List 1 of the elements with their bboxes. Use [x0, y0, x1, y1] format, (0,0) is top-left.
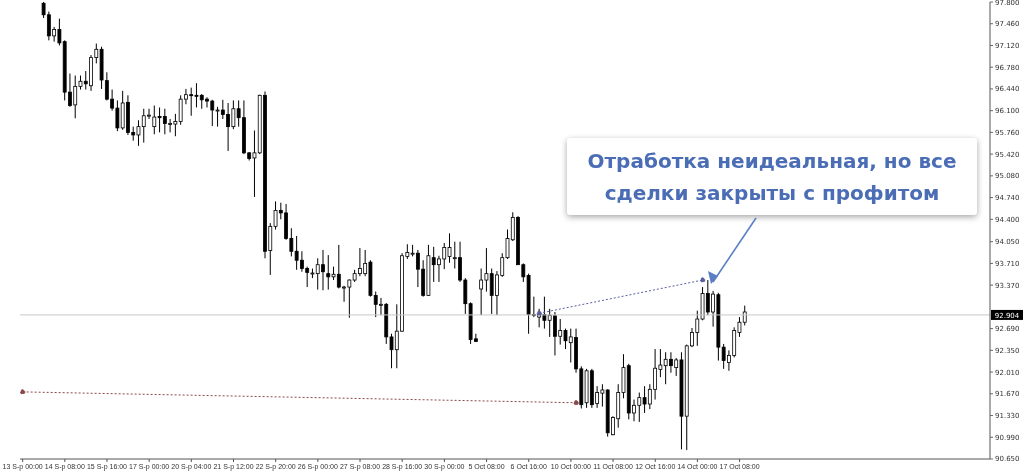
annotation: Отработка неидеальная, но все сделки закрыты с профитом [567, 138, 977, 215]
